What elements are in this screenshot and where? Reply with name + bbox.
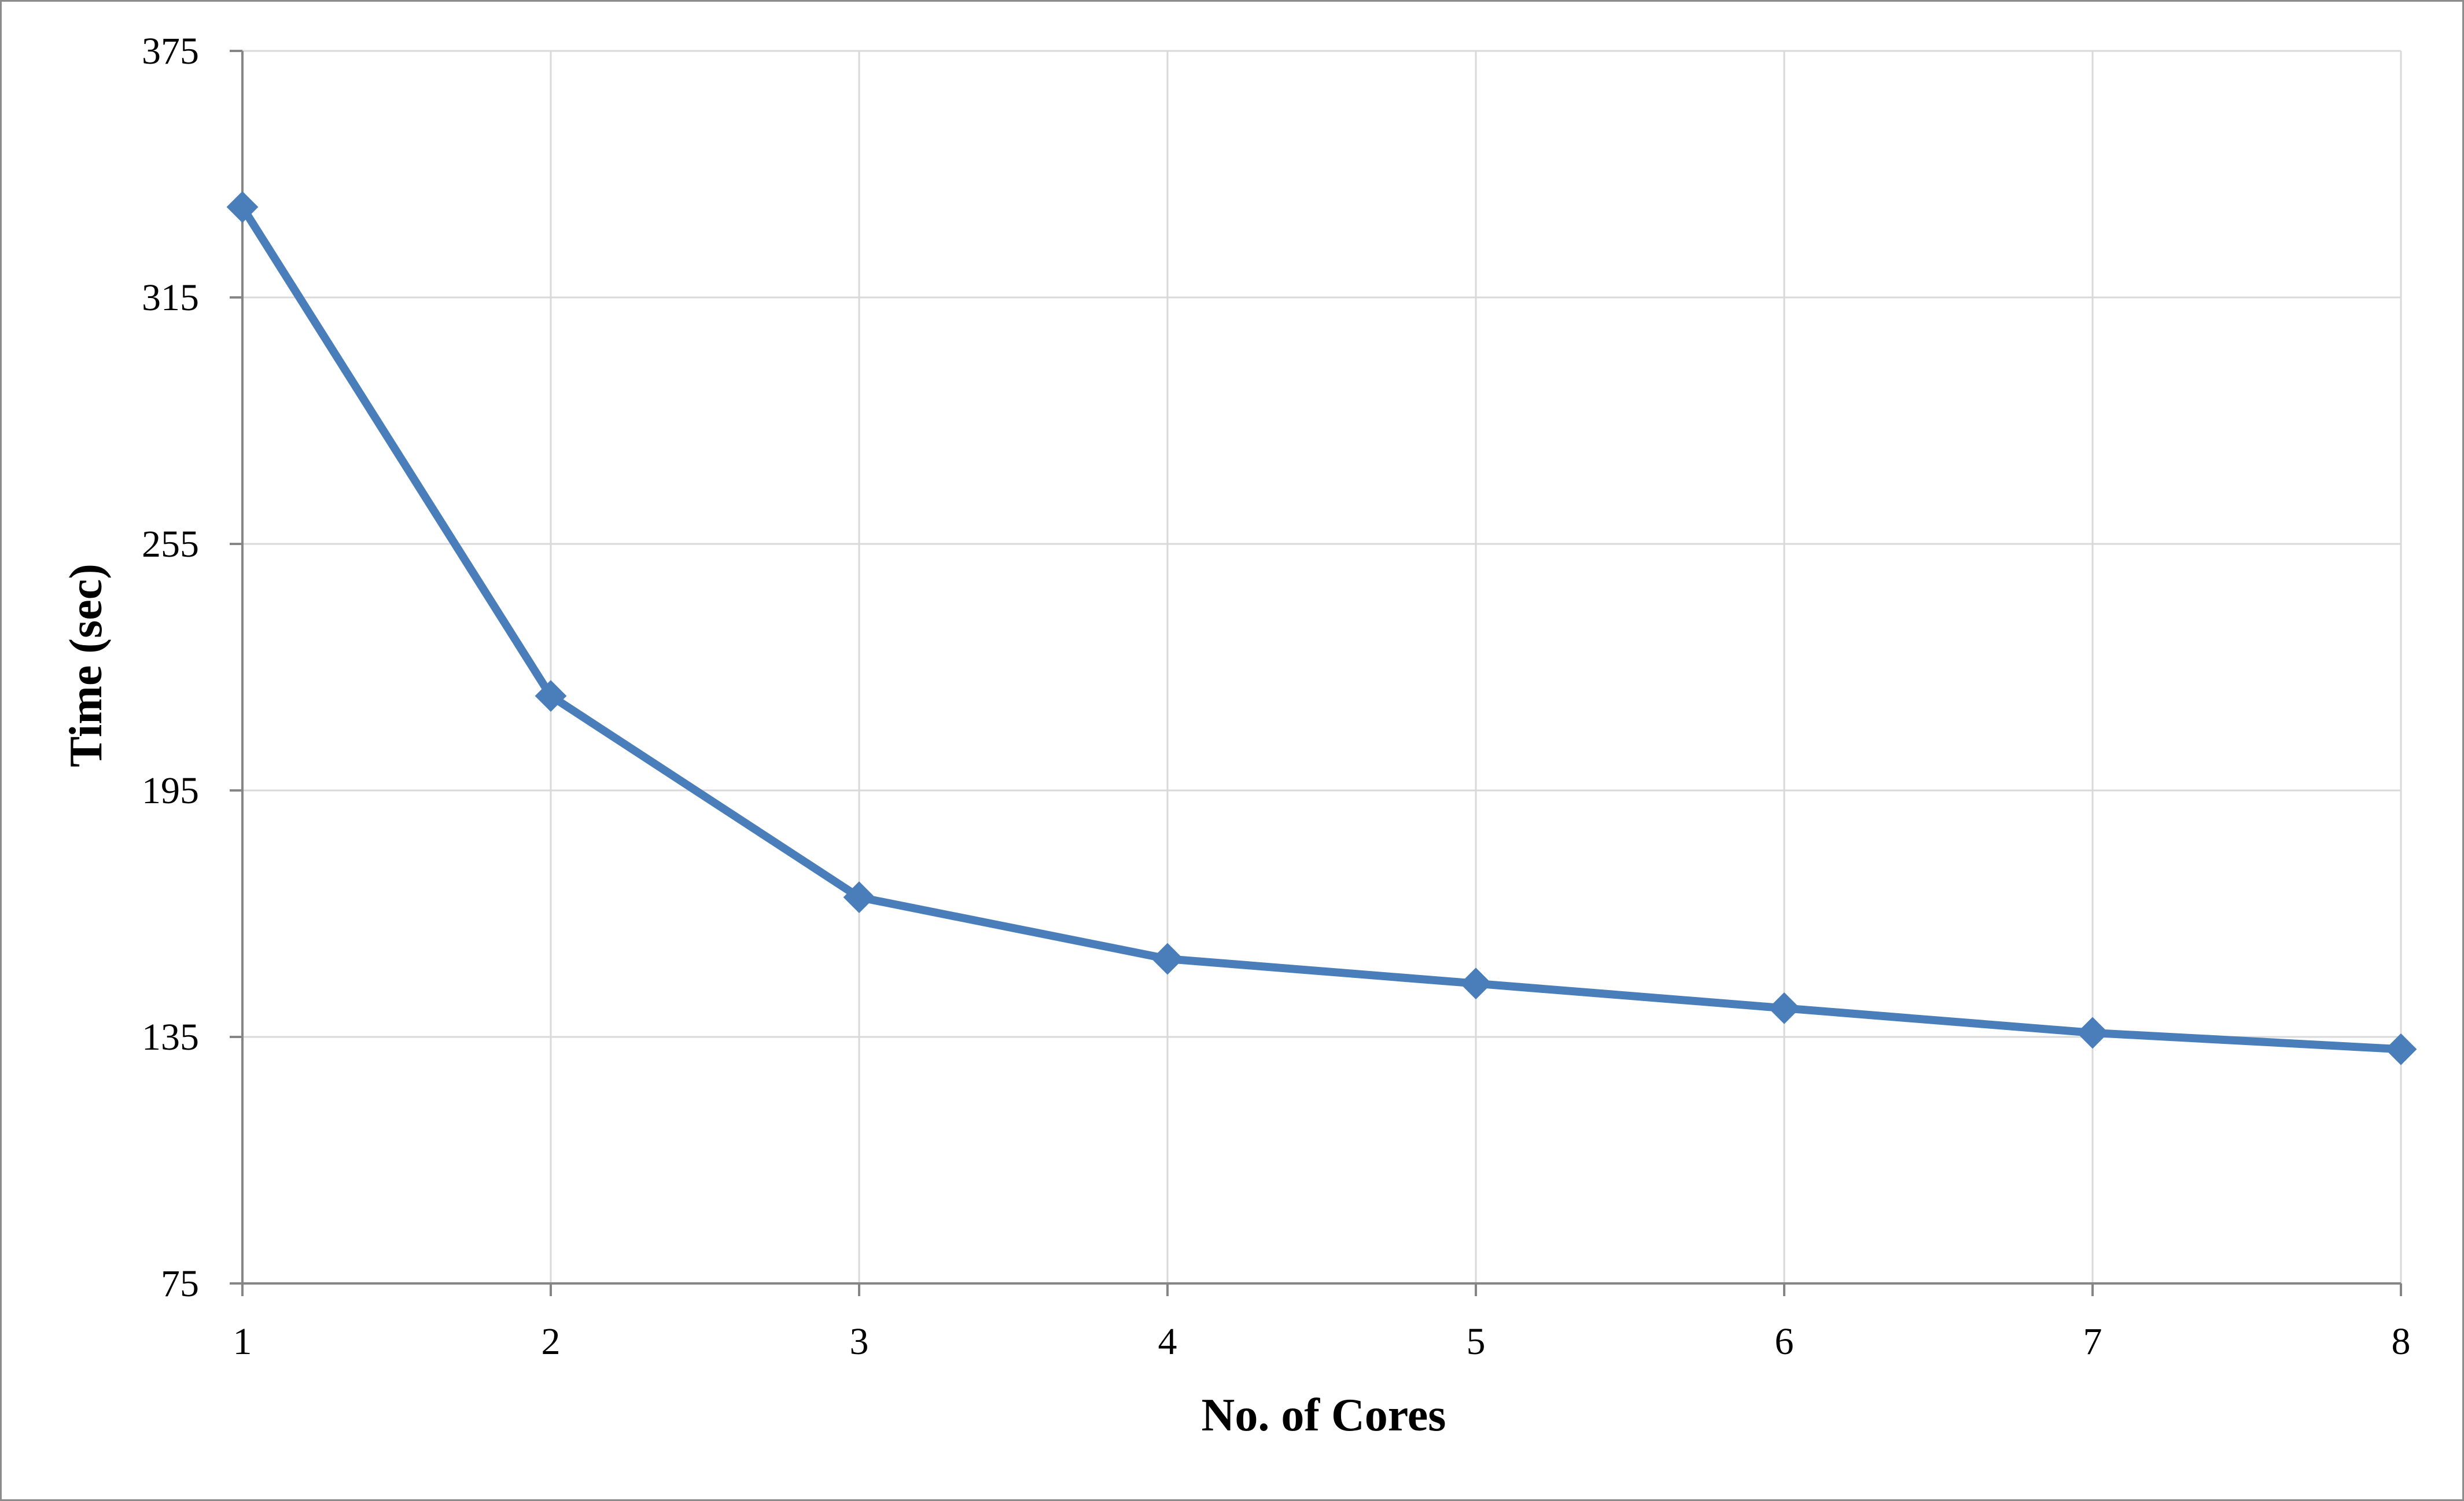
data-point-marker <box>1460 967 1492 1000</box>
series-line <box>239 205 2402 1054</box>
gridlines <box>242 50 2402 1283</box>
data-point-marker <box>2076 1017 2109 1049</box>
data-point-marker <box>535 680 567 712</box>
data-point-marker <box>1151 943 1184 975</box>
x-tick-label: 4 <box>1158 1320 1177 1363</box>
y-tick-label: 135 <box>142 1016 199 1058</box>
x-tick-label: 1 <box>233 1320 252 1363</box>
y-tick-labels: 75 135 195 255 315 375 <box>142 30 199 1305</box>
data-point-marker <box>843 881 875 914</box>
x-tick-label: 5 <box>1467 1320 1486 1363</box>
axes <box>230 50 2402 1296</box>
data-point-marker <box>2385 1033 2417 1065</box>
y-tick-label: 375 <box>142 30 199 72</box>
x-tick-label: 3 <box>850 1320 869 1363</box>
y-tick-label: 75 <box>161 1263 199 1305</box>
x-tick-label: 2 <box>542 1320 561 1363</box>
data-point-marker <box>1768 992 1800 1024</box>
series-layer <box>226 191 2417 1065</box>
y-tick-label: 255 <box>142 523 199 565</box>
y-tick-label: 195 <box>142 770 199 812</box>
x-tick-labels: 1 2 3 4 5 6 7 8 <box>233 1320 2411 1363</box>
x-axis-title: No. of Cores <box>1202 1390 1446 1441</box>
x-tick-label: 7 <box>2083 1320 2102 1363</box>
x-tick-label: 8 <box>2392 1320 2411 1363</box>
y-axis-title: Time (sec) <box>61 564 112 767</box>
x-tick-label: 6 <box>1775 1320 1794 1363</box>
data-point-marker <box>226 191 259 223</box>
y-tick-label: 315 <box>142 277 199 319</box>
